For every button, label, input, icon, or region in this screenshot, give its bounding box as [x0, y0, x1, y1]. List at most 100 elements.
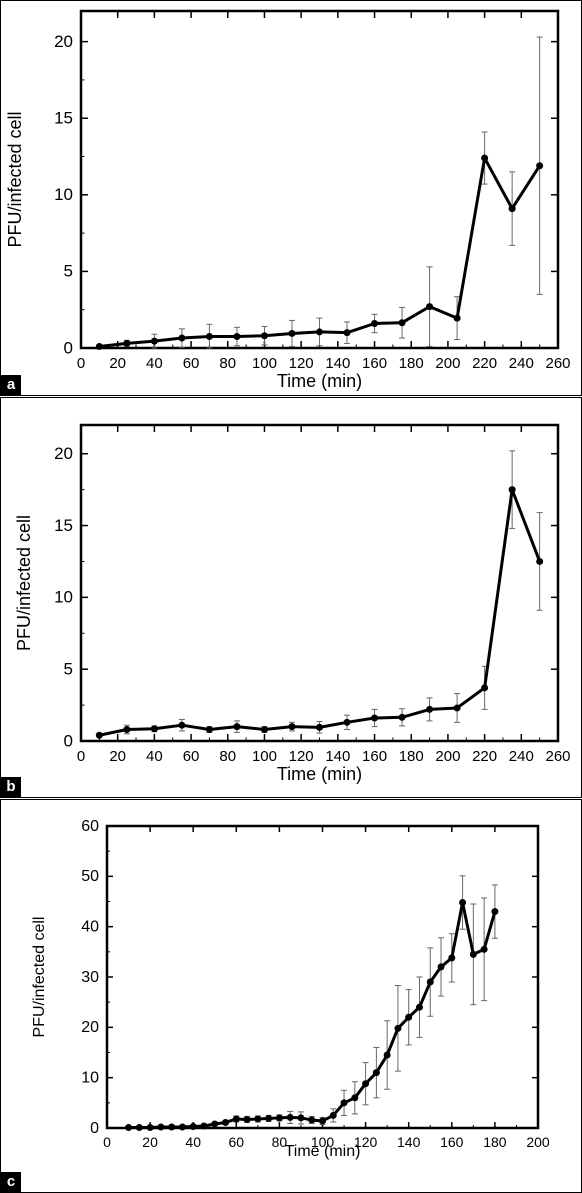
series-line-c: [128, 901, 497, 1129]
data-point-c: [308, 1116, 316, 1124]
data-point-c: [459, 899, 467, 907]
data-point-b: [233, 723, 241, 731]
x-tick-label-a: 80: [219, 355, 236, 372]
figure-panel-c: 0 20 40 60 80 100 120 140 160 180 200 0 10 20 30 40 50 60…: [0, 799, 582, 1193]
x-axis-title-c: Time (min): [285, 1143, 361, 1160]
data-point-c: [232, 1115, 240, 1123]
data-point-a: [205, 333, 213, 341]
data-point-c: [254, 1115, 262, 1123]
x-tick-label-a: 220: [472, 355, 497, 372]
x-tick-label-a: 120: [289, 355, 314, 372]
x-tick-label-c: 180: [483, 1134, 507, 1150]
data-point-b: [150, 725, 158, 733]
x-tick-label-b: 120: [289, 748, 314, 765]
data-point-b: [536, 557, 544, 565]
x-tick-label-c: 100: [311, 1134, 335, 1150]
y-tick-label-c: 20: [81, 1019, 99, 1036]
x-tick-label-b: 200: [435, 748, 460, 765]
y-tick-label-b: 15: [54, 516, 73, 535]
x-tick-label-c: 160: [440, 1134, 464, 1150]
x-tick-label-a: 240: [509, 355, 534, 372]
x-tick-label-c: 0: [103, 1134, 111, 1150]
data-point-b: [398, 713, 406, 721]
y-tick-label-c: 30: [81, 969, 99, 986]
x-tick-label-b: 160: [362, 748, 387, 765]
y-tick-label-b: 10: [54, 588, 73, 607]
x-tick-label-c: 120: [354, 1134, 378, 1150]
x-tick-label-a: 140: [325, 355, 350, 372]
panel-label-b: b: [1, 777, 21, 797]
data-point-c: [329, 1111, 337, 1119]
data-point-c: [222, 1118, 230, 1126]
x-tick-label-a: 160: [362, 355, 387, 372]
data-point-c: [383, 1051, 391, 1059]
y-tick-label-b: 20: [54, 444, 73, 463]
data-point-c: [157, 1123, 165, 1131]
x-tick-label-a: 40: [146, 355, 163, 372]
data-point-a: [398, 319, 406, 327]
y-tick-label-a: 15: [54, 108, 73, 127]
data-point-c: [491, 908, 499, 916]
data-point-c: [340, 1099, 348, 1107]
chart-a: 0 20 40 60 80 100 120 140 160 180 200 220 240 260 0 5 10…: [5, 9, 571, 391]
x-tick-label-c: 200: [526, 1134, 550, 1150]
data-point-a: [508, 205, 516, 213]
data-point-c: [480, 945, 488, 953]
data-point-b: [178, 721, 186, 729]
figure-panel-b: 0 20 40 60 80 100 120 140 160 180 200 220 240 260 0 5 10…: [0, 397, 582, 798]
data-point-c: [178, 1123, 186, 1131]
data-point-c: [189, 1122, 197, 1130]
data-point-a: [150, 337, 158, 345]
series-line-b: [99, 488, 542, 737]
y-tick-label-b: 5: [64, 659, 73, 678]
panel-label-c: c: [1, 1172, 21, 1192]
panel-label-a: a: [1, 375, 21, 395]
data-point-c: [135, 1123, 143, 1131]
data-point-c: [372, 1069, 380, 1077]
data-point-a: [95, 342, 103, 350]
y-axis-title-c: PFU/infected cell: [31, 917, 48, 1038]
data-point-c: [168, 1123, 176, 1131]
data-point-a: [453, 314, 461, 322]
x-axis-title-a: Time (min): [277, 371, 362, 391]
data-point-a: [316, 328, 323, 336]
y-tick-label-c: 50: [81, 868, 99, 885]
x-tick-label-a: 0: [77, 355, 85, 372]
data-point-a: [123, 339, 131, 347]
y-tick-label-c: 40: [81, 919, 99, 936]
data-point-c: [362, 1080, 370, 1088]
plot-frame-b: [79, 423, 560, 743]
x-tick-label-a: 180: [399, 355, 424, 372]
data-point-c: [415, 1003, 423, 1011]
y-tick-label-a: 10: [54, 185, 73, 204]
data-point-b: [205, 726, 213, 734]
data-point-c: [448, 954, 456, 962]
data-point-a: [233, 333, 241, 341]
x-tick-label-b: 100: [252, 748, 277, 765]
x-tick-label-b: 20: [109, 748, 126, 765]
data-point-b: [95, 731, 103, 739]
x-tick-label-b: 60: [183, 748, 200, 765]
data-point-c: [125, 1123, 133, 1131]
data-point-a: [178, 334, 186, 342]
data-point-b: [453, 704, 461, 712]
data-point-b: [123, 726, 131, 734]
y-tick-label-b: 0: [64, 731, 73, 750]
data-point-c: [351, 1094, 359, 1102]
x-tick-label-a: 260: [545, 355, 570, 372]
x-tick-label-a: 60: [183, 355, 200, 372]
x-tick-label-c: 60: [229, 1134, 245, 1150]
data-point-b: [508, 486, 516, 494]
x-tick-label-a: 200: [435, 355, 460, 372]
chart-c: 0 20 40 60 80 100 120 140 160 180 200 0 10 20 30 40 50 60…: [31, 818, 550, 1160]
data-point-c: [426, 978, 434, 986]
y-tick-label-c: 0: [90, 1120, 99, 1137]
data-point-a: [426, 303, 434, 311]
data-point-a: [536, 162, 544, 170]
y-tick-label-a: 5: [64, 262, 73, 281]
y-axis-title-b: PFU/infected cell: [14, 515, 34, 651]
data-point-c: [211, 1120, 219, 1128]
data-point-c: [200, 1122, 208, 1130]
y-tick-label-a: 0: [64, 338, 73, 357]
x-tick-label-c: 40: [185, 1134, 201, 1150]
